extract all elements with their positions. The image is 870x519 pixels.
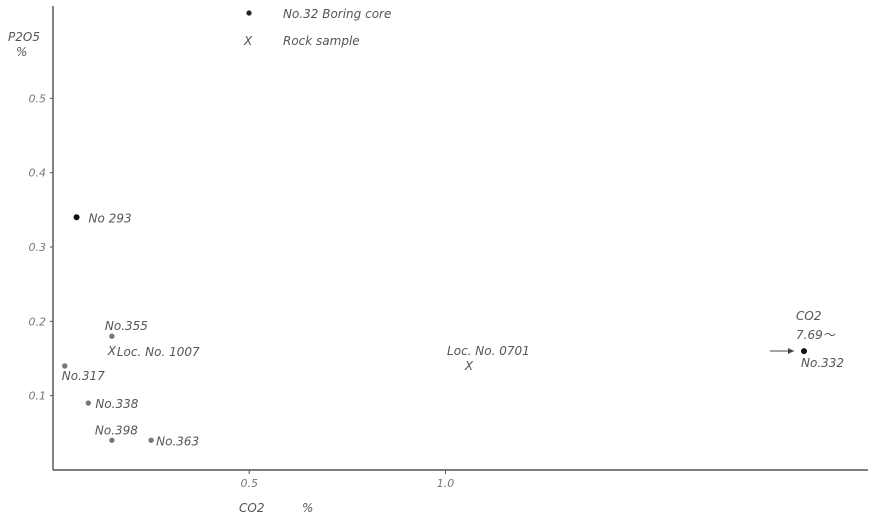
data-point-dot (85, 400, 92, 406)
y-tick-label: 0.5 (29, 92, 47, 105)
data-point-cross: X (464, 359, 474, 373)
data-point-label: No.398 (95, 423, 138, 437)
data-point-label: Loc. No. 0701 (447, 344, 530, 358)
data-point-label: No 293 (89, 211, 132, 225)
y-axis-title-text: P2O5 (8, 30, 40, 44)
data-point-cross: X (107, 344, 117, 358)
x-tick-label: 0.5 (241, 477, 259, 490)
data-point-label: No.355 (105, 319, 148, 333)
annotation-co2-value: 7.69～ (796, 328, 836, 342)
data-point-dot (73, 214, 80, 221)
y-tick-label: 0.4 (29, 167, 47, 180)
data-point-label: Loc. No. 1007 (117, 345, 200, 359)
data-point-label: No.338 (95, 397, 138, 411)
x-tick-label: 1.0 (437, 477, 455, 490)
data-point-label: No.332 (801, 356, 844, 370)
data-point-dot (801, 348, 807, 355)
x-axis-title-text: CO2 (239, 501, 264, 515)
data-point-label: No.363 (156, 434, 199, 448)
annotation-co2: CO2 (796, 309, 821, 323)
legend: No.32 Boring core X Rock sample (243, 7, 391, 48)
y-axis-title: P2O5 % (8, 30, 40, 59)
data-point-dot (109, 333, 115, 339)
data-point-dot (109, 437, 115, 443)
x-axis-unit: % (302, 501, 313, 515)
off-scale-annotation: CO2 7.69～ (770, 309, 836, 354)
legend-boring-core-label: No.32 Boring core (283, 7, 391, 21)
legend-rock-sample-label: Rock sample (283, 34, 360, 48)
y-axis-unit: % (16, 45, 27, 59)
y-tick-label: 0.3 (29, 241, 47, 254)
data-point-dot (62, 363, 68, 369)
data-points: No 293 No.355 No.317 No.338 No.398 No.363 No.3… (62, 211, 844, 448)
data-point-label: No.317 (62, 369, 105, 383)
legend-cross-marker: X (243, 34, 253, 48)
off-scale-arrow-head (788, 348, 794, 354)
data-point-dot (148, 437, 154, 443)
axis-ticks: 0.1 0.2 0.3 0.4 0.5 0.5 1.0 (29, 92, 455, 490)
y-tick-label: 0.2 (29, 315, 47, 328)
x-axis-title: CO2 % (239, 501, 313, 515)
legend-dot-marker (246, 10, 252, 16)
y-tick-label: 0.1 (29, 390, 47, 403)
